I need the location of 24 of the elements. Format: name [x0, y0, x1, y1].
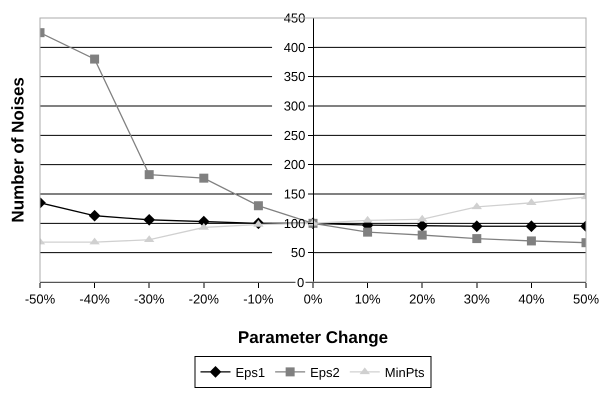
y-tick-label: 0 — [297, 275, 304, 290]
y-tick-label: 50 — [290, 245, 306, 260]
y-axis-title: Number of Noises — [8, 77, 28, 223]
y-tick-label: 250 — [284, 128, 306, 143]
x-tick-label: 10% — [354, 292, 382, 307]
legend-label: Eps2 — [310, 364, 340, 380]
x-tick-label: -20% — [188, 292, 220, 307]
x-tick-label: 20% — [409, 292, 436, 307]
x-tick-label: -50% — [24, 292, 56, 307]
x-tick-label: -30% — [134, 292, 165, 307]
legend-label: MinPts — [384, 364, 426, 380]
x-tick-label: -10% — [243, 292, 274, 307]
x-tick-label: 30% — [464, 292, 490, 307]
y-tick-label: 400 — [284, 40, 306, 55]
y-tick-label: 200 — [284, 157, 306, 172]
y-tick-label: 350 — [284, 69, 306, 84]
x-tick-label: 50% — [572, 292, 600, 307]
legend-label: Eps1 — [236, 364, 266, 380]
x-tick-label: -40% — [79, 292, 110, 307]
x-tick-label: 0% — [304, 292, 323, 307]
y-tick-label: 300 — [284, 98, 306, 114]
x-tick-label: 40% — [518, 292, 545, 307]
x-axis-title: Parameter Change — [238, 328, 388, 347]
y-tick-label: 150 — [284, 186, 306, 202]
